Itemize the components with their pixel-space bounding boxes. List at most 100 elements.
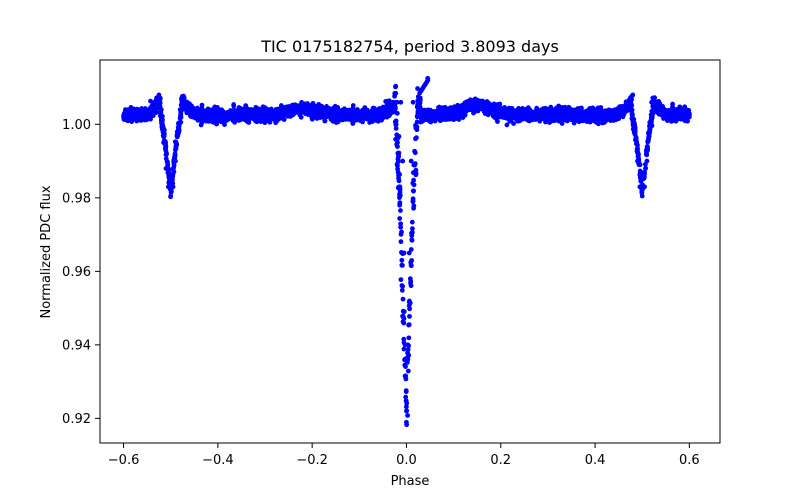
data-point — [409, 219, 415, 225]
data-points — [121, 75, 692, 428]
data-point — [412, 150, 418, 156]
data-point — [331, 105, 336, 111]
data-point — [489, 109, 495, 114]
data-point — [643, 165, 649, 171]
data-point — [471, 107, 477, 113]
data-point — [166, 180, 172, 186]
data-point — [672, 114, 678, 120]
data-point — [585, 114, 591, 120]
data-point — [555, 115, 560, 121]
data-point — [418, 107, 424, 113]
data-point — [161, 140, 167, 146]
data-point — [650, 108, 655, 113]
data-point — [406, 335, 412, 341]
data-point — [400, 158, 406, 164]
data-point — [404, 422, 410, 428]
data-point — [168, 189, 174, 195]
data-point — [396, 150, 402, 156]
data-point — [408, 247, 414, 252]
data-point — [317, 109, 323, 115]
data-point — [363, 114, 368, 120]
data-point — [668, 115, 673, 121]
data-point — [392, 119, 398, 125]
data-point — [140, 109, 145, 114]
data-point — [581, 113, 587, 119]
data-point — [571, 120, 577, 126]
y-axis-label: Normalized PDC flux — [39, 185, 54, 318]
data-point — [631, 123, 637, 129]
data-point — [199, 102, 205, 108]
data-point — [511, 112, 517, 118]
x-tick-label: 0.4 — [585, 453, 606, 468]
data-point — [302, 102, 308, 107]
data-point — [675, 109, 681, 115]
data-point — [677, 116, 683, 122]
data-point — [394, 161, 400, 167]
data-point — [460, 115, 466, 120]
data-point — [392, 91, 398, 96]
data-point — [398, 277, 404, 283]
data-point — [401, 309, 407, 315]
data-point — [173, 141, 179, 147]
x-axis-label: Phase — [391, 474, 430, 489]
data-point — [244, 116, 250, 122]
data-point — [339, 112, 345, 118]
data-point — [437, 105, 443, 111]
x-axis-ticks: −0.6 −0.4 −0.2 0.0 0.2 0.4 0.6 — [108, 443, 700, 468]
data-point — [394, 110, 400, 116]
data-point — [223, 110, 229, 116]
data-point — [535, 112, 541, 118]
data-point — [529, 112, 535, 118]
y-tick-label: 0.98 — [62, 191, 91, 206]
data-point — [408, 262, 414, 268]
data-point — [405, 413, 410, 418]
data-point — [318, 115, 324, 120]
data-point — [234, 111, 240, 117]
data-point — [542, 111, 548, 117]
data-point — [411, 188, 416, 194]
data-point — [407, 306, 413, 312]
data-point — [658, 109, 664, 115]
data-point — [655, 105, 661, 111]
data-point — [534, 107, 539, 113]
data-point — [349, 115, 355, 120]
data-point — [394, 99, 400, 105]
y-tick-label: 0.94 — [62, 338, 91, 353]
data-point — [401, 336, 407, 342]
data-point — [639, 193, 645, 199]
data-point — [212, 104, 218, 110]
data-point — [411, 182, 417, 188]
data-point — [403, 394, 409, 400]
data-point — [396, 134, 402, 139]
data-point — [159, 120, 165, 125]
data-point — [614, 106, 620, 112]
y-tick-label: 0.96 — [62, 265, 91, 280]
data-point — [285, 113, 291, 119]
data-point — [642, 184, 647, 190]
data-point — [177, 115, 183, 121]
data-point — [149, 103, 155, 109]
data-point — [222, 118, 228, 124]
data-point — [227, 109, 233, 115]
data-point — [290, 110, 296, 116]
data-point — [638, 178, 644, 184]
data-point — [468, 99, 474, 105]
data-point — [163, 156, 169, 162]
data-point — [416, 99, 421, 104]
data-point — [627, 99, 633, 104]
data-point — [652, 95, 658, 101]
data-point — [163, 166, 169, 171]
data-point — [220, 109, 226, 115]
data-point — [273, 120, 279, 126]
data-point — [395, 144, 400, 150]
data-point — [397, 188, 403, 193]
data-point — [330, 118, 336, 124]
data-point — [633, 141, 639, 147]
data-point — [419, 116, 425, 122]
data-point — [178, 112, 184, 118]
data-point — [170, 166, 176, 172]
data-point — [409, 237, 415, 243]
data-point — [163, 152, 169, 158]
data-point — [559, 104, 565, 110]
data-point — [205, 109, 211, 115]
